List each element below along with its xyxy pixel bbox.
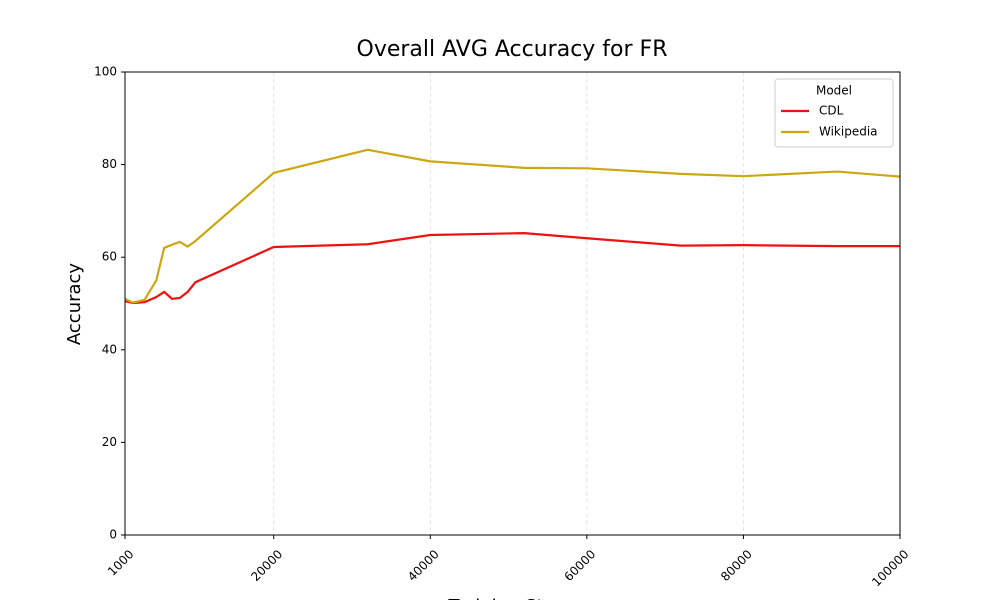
x-tick-label: 100000 [869, 547, 911, 589]
plot-frame [124, 71, 901, 536]
x-tick-label: 1000 [105, 547, 136, 578]
y-tick-label: 80 [102, 157, 117, 171]
line-series [124, 148, 901, 304]
x-tick-label: 20000 [248, 547, 285, 584]
x-tick-label: 60000 [561, 547, 598, 584]
y-tick-label: 40 [102, 342, 117, 356]
x-axis-label: Training Steps [447, 596, 575, 600]
legend-label: Wikipedia [819, 125, 878, 139]
line-series [124, 232, 900, 305]
y-tick-label: 20 [102, 435, 117, 449]
x-tick-label: 80000 [718, 547, 755, 584]
x-tick-label: 40000 [405, 547, 442, 584]
y-axis-label: Accuracy [64, 263, 85, 346]
y-tick-label: 0 [109, 528, 117, 542]
legend-title: Model [816, 84, 852, 98]
y-tick-label: 100 [94, 65, 117, 79]
legend-label: CDL [819, 104, 844, 118]
legend-box [774, 78, 894, 148]
y-tick-label: 60 [102, 250, 117, 264]
chart-title: Overall AVG Accuracy for FR [357, 37, 668, 62]
